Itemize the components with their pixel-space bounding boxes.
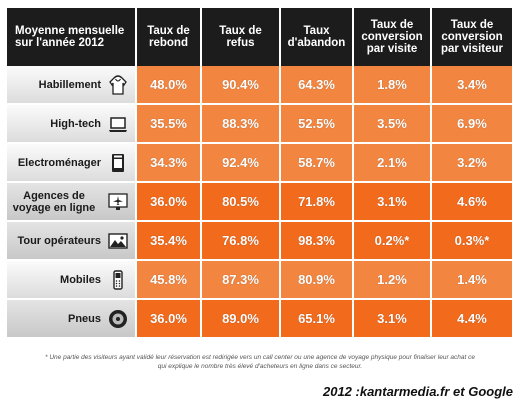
table-row: Tour opérateurs 35.4% 76.8% 98.3% 0.2%* 0.3%*	[7, 222, 512, 261]
tire-icon	[107, 308, 129, 330]
table-row: Habillement 48.0% 90.4% 64.3% 1.8% 3.4%	[7, 66, 512, 105]
airplane-icon	[107, 191, 129, 213]
row-label-cell: Habillement	[7, 66, 137, 105]
value-cell: 6.9%	[432, 105, 512, 144]
header-cell: Taux de conversion par visiteur	[432, 8, 512, 66]
appliance-icon	[107, 152, 129, 174]
header-row: Moyenne mensuelle sur l'année 2012 Taux …	[7, 8, 512, 66]
value-cell: 80.9%	[281, 261, 354, 300]
value-cell: 98.3%	[281, 222, 354, 261]
value-cell: 89.0%	[202, 300, 281, 339]
stats-table-container: Moyenne mensuelle sur l'année 2012 Taux …	[7, 8, 512, 339]
value-cell: 71.8%	[281, 183, 354, 222]
table-row: Agences de voyage en ligne 36.0% 80.5% 71.8…	[7, 183, 512, 222]
value-cell: 80.5%	[202, 183, 281, 222]
row-label: Tour opérateurs	[17, 234, 101, 247]
value-cell: 52.5%	[281, 105, 354, 144]
value-cell: 35.5%	[137, 105, 202, 144]
laptop-icon	[107, 113, 129, 135]
value-cell: 3.1%	[354, 300, 432, 339]
value-cell: 87.3%	[202, 261, 281, 300]
row-label: Mobiles	[60, 273, 101, 286]
value-cell: 90.4%	[202, 66, 281, 105]
value-cell: 48.0%	[137, 66, 202, 105]
value-cell: 36.0%	[137, 183, 202, 222]
row-label-cell: Pneus	[7, 300, 137, 339]
value-cell: 36.0%	[137, 300, 202, 339]
value-cell: 2.1%	[354, 144, 432, 183]
value-cell: 3.2%	[432, 144, 512, 183]
mobile-phone-icon	[107, 269, 129, 291]
header-cell: Taux de conversion par visite	[354, 8, 432, 66]
row-label: Agences de voyage en ligne	[12, 189, 96, 214]
value-cell: 0.3%*	[432, 222, 512, 261]
value-cell: 88.3%	[202, 105, 281, 144]
value-cell: 58.7%	[281, 144, 354, 183]
landscape-photo-icon	[107, 230, 129, 252]
stats-table: Moyenne mensuelle sur l'année 2012 Taux …	[7, 8, 512, 339]
row-label: Electroménager	[17, 156, 101, 169]
row-label-cell: Mobiles	[7, 261, 137, 300]
row-label-cell: High-tech	[7, 105, 137, 144]
row-label-cell: Electroménager	[7, 144, 137, 183]
value-cell: 1.2%	[354, 261, 432, 300]
hoodie-icon	[107, 74, 129, 96]
value-cell: 65.1%	[281, 300, 354, 339]
value-cell: 34.3%	[137, 144, 202, 183]
value-cell: 45.8%	[137, 261, 202, 300]
row-label: High-tech	[50, 117, 101, 130]
value-cell: 1.8%	[354, 66, 432, 105]
table-row: Pneus 36.0% 89.0% 65.1% 3.1% 4.4%	[7, 300, 512, 339]
header-cell: Moyenne mensuelle sur l'année 2012	[7, 8, 137, 66]
table-body: Habillement 48.0% 90.4% 64.3% 1.8% 3.4% High-t…	[7, 66, 512, 339]
value-cell: 3.1%	[354, 183, 432, 222]
value-cell: 4.6%	[432, 183, 512, 222]
row-label: Pneus	[67, 312, 101, 325]
value-cell: 64.3%	[281, 66, 354, 105]
source-credit: 2012 :kantarmedia.fr et Google	[322, 384, 513, 399]
value-cell: 0.2%*	[354, 222, 432, 261]
header-cell: Taux de refus	[202, 8, 281, 66]
value-cell: 35.4%	[137, 222, 202, 261]
header-cell: Taux d'abandon	[281, 8, 354, 66]
table-row: Electroménager 34.3% 92.4% 58.7% 2.1% 3.2%	[7, 144, 512, 183]
footnote: * Une partie des visiteurs ayant validé …	[45, 354, 475, 370]
row-label-cell: Agences de voyage en ligne	[7, 183, 137, 222]
value-cell: 3.4%	[432, 66, 512, 105]
value-cell: 3.5%	[354, 105, 432, 144]
row-label-cell: Tour opérateurs	[7, 222, 137, 261]
value-cell: 76.8%	[202, 222, 281, 261]
value-cell: 1.4%	[432, 261, 512, 300]
table-row: Mobiles 45.8% 87.3% 80.9% 1.2% 1.4%	[7, 261, 512, 300]
row-label: Habillement	[38, 78, 101, 91]
table-row: High-tech 35.5% 88.3% 52.5% 3.5% 6.9%	[7, 105, 512, 144]
header-cell: Taux de rebond	[137, 8, 202, 66]
value-cell: 4.4%	[432, 300, 512, 339]
value-cell: 92.4%	[202, 144, 281, 183]
